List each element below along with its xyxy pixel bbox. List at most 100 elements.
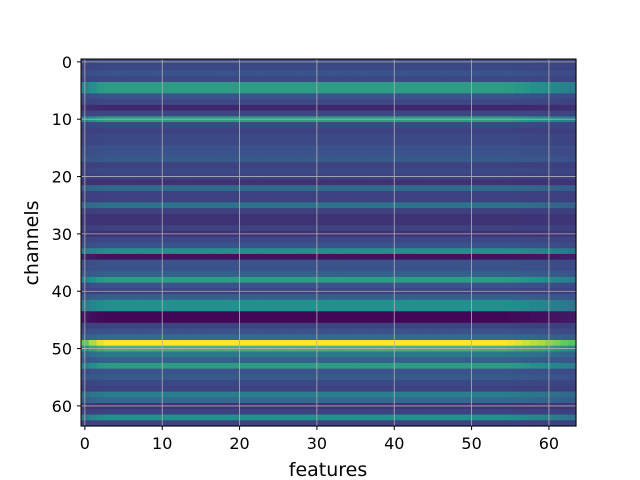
heatmap-cell [104,133,113,140]
heatmap-cell [421,397,430,404]
heatmap-cell [119,236,128,244]
heatmap-cell [197,397,206,404]
heatmap-cell [529,374,538,381]
heatmap-cell [173,236,183,244]
heatmap-cell [220,397,229,404]
heatmap-cell [359,104,368,112]
heatmap-cell [475,242,484,249]
heatmap-cell [444,225,453,232]
heatmap-cell [88,259,98,267]
heatmap-cell [142,305,152,312]
heatmap-cell [475,236,484,244]
heatmap-cell [405,391,415,398]
heatmap-cell [328,236,337,244]
heatmap-cell [483,156,492,163]
heatmap-cell [521,380,531,387]
heatmap-cell [537,322,546,330]
heatmap-cell [374,420,384,427]
heatmap-cell [452,380,461,387]
heatmap-cell [173,259,183,267]
heatmap-cell [475,265,484,272]
heatmap-cell [243,322,252,330]
heatmap-cell [266,259,275,267]
heatmap-cell [483,190,492,198]
heatmap-cell [521,133,531,140]
heatmap-cell [413,248,422,255]
heatmap-cell [374,196,384,203]
heatmap-cell [336,156,345,163]
heatmap-cell [359,391,368,398]
heatmap-cell [359,167,368,175]
heatmap-cell [96,64,105,72]
heatmap-cell [305,414,314,421]
heatmap-cell [150,351,159,358]
heatmap-cell [150,122,159,129]
heatmap-cell [135,265,144,272]
heatmap-cell [521,248,531,255]
heatmap-cell [506,219,515,226]
heatmap-cell [413,122,422,129]
heatmap-cell [274,208,283,215]
heatmap-cell [343,391,353,398]
heatmap-cell [436,162,446,169]
heatmap-cell [483,408,492,416]
heatmap-cell [305,110,314,117]
heatmap-cell [560,380,569,387]
heatmap-cell [367,311,376,318]
heatmap-cell [104,265,113,272]
heatmap-cell [336,93,345,100]
heatmap-cell [490,253,500,261]
heatmap-cell [483,339,492,347]
heatmap-cell [374,225,384,232]
heatmap-cell [506,156,515,163]
heatmap-cell [529,139,538,146]
heatmap-cell [212,133,221,140]
heatmap-cell [181,104,190,112]
heatmap-cell [405,99,415,106]
heatmap-cell [297,162,306,169]
heatmap-cell [127,190,136,198]
heatmap-cell [514,357,523,364]
heatmap-cell [204,414,214,421]
heatmap-cell [266,196,275,203]
heatmap-cell [459,139,469,146]
heatmap-cell [374,334,384,341]
heatmap-cell [135,253,144,261]
heatmap-cell [498,190,507,198]
heatmap-cell [142,420,152,427]
heatmap-cell [413,219,422,226]
heatmap-cell [227,380,237,387]
heatmap-cell [181,122,190,129]
heatmap-cell [320,242,330,249]
heatmap-cell [251,299,260,307]
heatmap-cell [297,271,306,278]
heatmap-cell [251,414,260,421]
heatmap-cell [552,99,562,106]
heatmap-cell [351,156,361,163]
heatmap-cell [227,253,237,261]
heatmap-cell [552,156,562,163]
heatmap-cell [197,127,206,135]
heatmap-cell [297,87,306,94]
heatmap-cell [320,213,330,221]
heatmap-cell [227,127,237,135]
heatmap-cell [289,351,299,358]
heatmap-cell [506,179,515,186]
heatmap-cell [297,362,306,370]
heatmap-cell [289,259,299,267]
heatmap-cell [498,253,507,261]
heatmap-cell [111,374,121,381]
heatmap-cell [274,81,283,89]
heatmap-cell [127,374,136,381]
heatmap-cell [96,328,105,335]
heatmap-cell [243,202,252,209]
heatmap-cell [258,110,268,117]
heatmap-cell [243,294,252,301]
heatmap-cell [552,190,562,198]
heatmap-cell [560,311,569,318]
heatmap-cell [197,265,206,272]
heatmap-cell [483,133,492,140]
heatmap-cell [251,99,260,106]
heatmap-cell [243,299,252,307]
heatmap-cell [297,150,306,158]
